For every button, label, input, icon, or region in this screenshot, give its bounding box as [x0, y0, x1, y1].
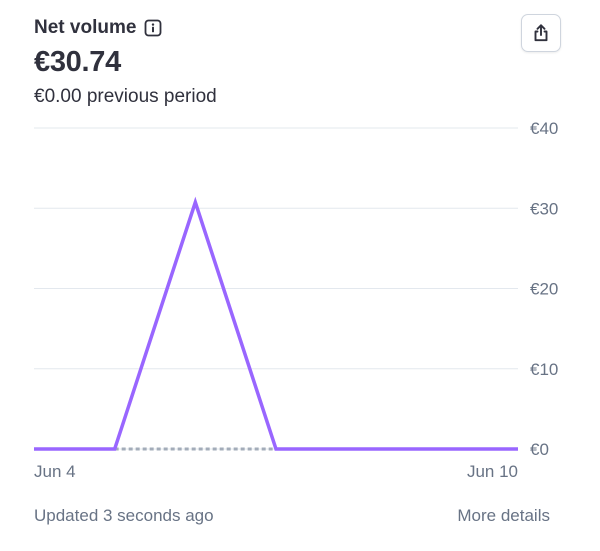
net-volume-amount: €30.74	[34, 46, 121, 78]
y-tick-label: €20	[530, 280, 558, 299]
y-tick-label: €40	[530, 119, 558, 138]
y-tick-label: €10	[530, 360, 558, 379]
previous-period-amount: €0.00 previous period	[34, 86, 217, 107]
info-icon[interactable]	[144, 19, 162, 37]
title-row: Net volume	[34, 14, 162, 42]
updated-status: Updated 3 seconds ago	[34, 506, 214, 525]
y-tick-label: €30	[530, 199, 558, 218]
share-export-icon	[534, 24, 548, 42]
y-tick-label: €0	[530, 440, 549, 459]
card-title: Net volume	[34, 17, 137, 38]
x-tick-label-start: Jun 4	[34, 462, 76, 481]
more-details-link[interactable]: More details	[457, 506, 550, 525]
net-volume-chart: €0 €10 €20 €30 €40 Jun 4 Jun 10	[34, 119, 558, 481]
current-period-line	[34, 196, 518, 451]
export-button[interactable]	[521, 14, 561, 52]
x-tick-label-end: Jun 10	[467, 462, 518, 481]
